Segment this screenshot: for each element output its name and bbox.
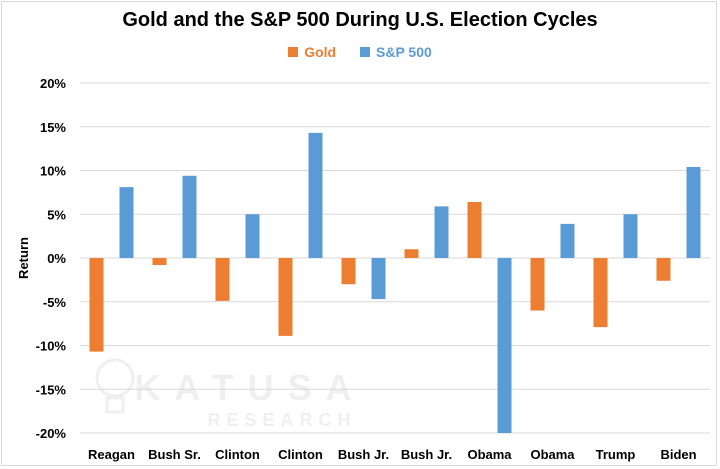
bar-sp500 [434,206,449,258]
bar-sp500 [371,258,386,300]
bar-sp500 [497,258,512,433]
x-tick-label: Biden [660,447,696,462]
bar-gold [278,258,293,336]
x-tick-label: Bush Jr. [401,447,452,462]
legend-swatch-gold [288,47,299,57]
y-tick-label: -15% [36,382,67,397]
y-tick-label: -20% [36,426,67,441]
bar-sp500 [119,187,134,258]
watermark: KATUSA RESEARCH [95,358,365,430]
x-tick-label: Reagan [88,447,135,462]
watermark-bulb-base [105,396,125,414]
y-tick-label: 15% [40,120,66,135]
chart-title: Gold and the S&P 500 During U.S. Electio… [122,9,598,31]
bar-gold [215,258,230,301]
legend-item-sp500: S&P 500 [360,44,432,60]
legend-label-gold: Gold [304,44,337,60]
bar-gold [404,249,419,258]
legend-swatch-sp500 [360,47,370,57]
x-tick-label: Bush Jr. [338,447,389,462]
bar-sp500 [623,214,638,258]
bar-gold [593,258,608,328]
bar-gold [152,258,167,265]
x-tick-label: Obama [467,447,512,462]
legend-item-gold: Gold [288,44,336,60]
bar-sp500 [686,167,701,258]
watermark-brand: KATUSA [134,367,365,408]
bar-gold [89,258,104,352]
watermark-sub: RESEARCH [207,410,356,430]
bar-sp500 [308,132,323,258]
bar-sp500 [182,175,197,258]
x-tick-label: Bush Sr. [148,447,201,462]
bar-gold [467,202,482,258]
y-tick-label: -5% [43,295,67,310]
y-tick-label: 20% [40,76,66,91]
bars [89,132,701,433]
y-tick-label: 10% [40,164,66,179]
y-tick-label: 5% [47,207,66,222]
x-tick-label: Clinton [278,447,323,462]
watermark-bulb-icon [95,358,135,398]
bar-gold [530,258,545,311]
y-tick-label: -10% [36,339,67,354]
x-tick-label: Clinton [215,447,260,462]
y-axis-ticks: 20% 15% 10% 5% 0% -5% -10% -15% -20% [36,76,67,441]
bar-sp500 [560,223,575,258]
bar-gold [341,258,356,285]
y-tick-label: 0% [47,251,66,266]
legend-label-sp500: S&P 500 [376,44,432,60]
y-axis-label: Return [16,237,31,279]
bar-gold [656,258,671,281]
x-axis-ticks: Reagan Bush Sr. Clinton Clinton Bush Jr. Bush… [88,447,697,462]
chart-legend: Gold S&P 500 [0,44,720,60]
x-tick-label: Obama [530,447,575,462]
x-tick-label: Trump [596,447,636,462]
bar-sp500 [245,214,260,258]
